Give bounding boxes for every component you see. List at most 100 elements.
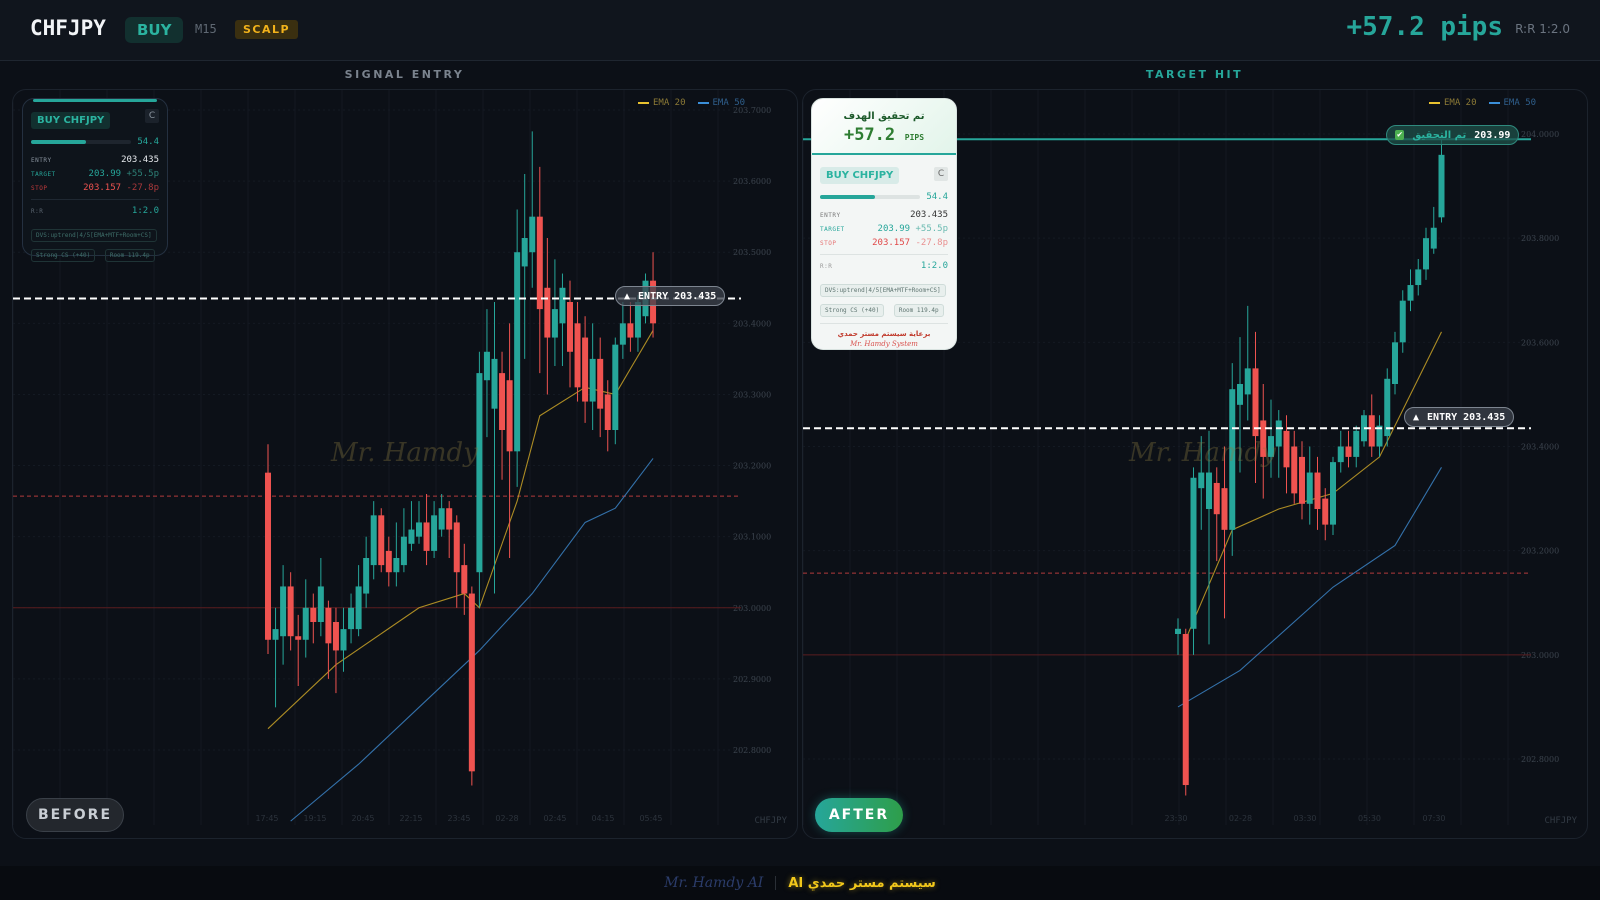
style-badge: SCALP bbox=[235, 20, 299, 39]
bearish-candle bbox=[1221, 488, 1228, 530]
time-tick: 23:45 bbox=[447, 814, 470, 823]
bullish-candle bbox=[1275, 420, 1282, 447]
bullish-candle bbox=[612, 344, 619, 430]
bullish-candle bbox=[363, 558, 370, 594]
bearish-candle bbox=[544, 287, 551, 338]
bullish-candle bbox=[1337, 446, 1344, 463]
tag-cs: Strong CS (+40) bbox=[31, 249, 96, 262]
bullish-candle bbox=[1306, 472, 1313, 504]
card-c-button[interactable]: C bbox=[934, 167, 948, 181]
target-hit-label: ✔ تم التحقيق 203.99 bbox=[1386, 125, 1520, 145]
time-tick: 05:45 bbox=[639, 814, 662, 823]
bullish-candle bbox=[559, 287, 566, 324]
bullish-candle bbox=[491, 358, 498, 409]
side-badge: BUY bbox=[125, 17, 184, 43]
bearish-candle bbox=[567, 302, 573, 352]
hit-title: تم تحقيق الهدف bbox=[843, 111, 925, 122]
bullish-candle bbox=[1415, 269, 1422, 286]
bearish-candle bbox=[287, 586, 294, 637]
bullish-candle bbox=[1229, 389, 1236, 530]
bullish-candle bbox=[317, 586, 324, 622]
bearish-candle bbox=[325, 607, 332, 644]
footer: Mr. Hamdy AI AI سيستم مستر حمدي bbox=[0, 866, 1600, 900]
symbol-watermark: CHFJPY bbox=[754, 816, 787, 826]
bullish-candle bbox=[1244, 368, 1251, 395]
bearish-candle bbox=[423, 522, 430, 551]
bearish-candle bbox=[446, 508, 453, 530]
entry-label-text: ENTRY 203.435 bbox=[1427, 411, 1506, 423]
score-bar bbox=[820, 195, 921, 199]
time-tick: 22:15 bbox=[399, 814, 422, 823]
triangle-up-icon: ▲ bbox=[1413, 411, 1420, 423]
legend-ema50: EMA 50 bbox=[697, 98, 746, 108]
legend-ema50-label: EMA 50 bbox=[712, 98, 746, 108]
tag-cs: Strong CS (+40) bbox=[820, 304, 885, 317]
target-hit-value: 203.99 bbox=[1474, 129, 1511, 141]
entry-label: ▲ ENTRY 203.435 bbox=[615, 286, 726, 306]
entry-key: ENTRY bbox=[31, 156, 52, 164]
price-tick: 203.1000 bbox=[733, 533, 771, 542]
bearish-candle bbox=[1291, 446, 1298, 494]
score-bar bbox=[31, 140, 132, 144]
chart-legend: EMA 20 EMA 50 bbox=[638, 98, 745, 108]
triangle-up-icon: ▲ bbox=[624, 290, 631, 302]
price-tick: 203.0000 bbox=[1521, 651, 1559, 660]
bullish-candle bbox=[483, 351, 490, 381]
price-tick: 203.6000 bbox=[1521, 338, 1559, 347]
time-tick: 02-28 bbox=[495, 814, 518, 823]
bullish-candle bbox=[348, 607, 355, 630]
bullish-candle bbox=[393, 558, 400, 573]
bullish-candle bbox=[1198, 472, 1205, 489]
stop-pips: -27.8p bbox=[915, 238, 948, 248]
before-chart[interactable]: 203.7000 203.6000 203.5000 203.4000 203.3000… bbox=[13, 90, 798, 839]
before-title: SIGNAL ENTRY bbox=[344, 68, 465, 81]
bullish-candle bbox=[589, 358, 596, 402]
bearish-candle bbox=[453, 522, 460, 573]
price-tick: 203.6000 bbox=[733, 177, 771, 186]
risk-reward: R:R 1:2.0 bbox=[1515, 22, 1570, 36]
before-chart-panel[interactable]: 203.7000 203.6000 203.5000 203.4000 203.3000… bbox=[12, 89, 798, 839]
target-hit-banner: تم تحقيق الهدف +57.2 PIPS bbox=[812, 99, 956, 155]
card-accent bbox=[33, 99, 157, 102]
price-tick: 202.8000 bbox=[1521, 755, 1559, 764]
bearish-candle bbox=[1182, 634, 1189, 786]
legend-ema20-label: EMA 20 bbox=[653, 98, 686, 108]
price-tick: 203.7000 bbox=[733, 106, 771, 115]
time-tick: 05:30 bbox=[1358, 814, 1381, 823]
legend-ema50: EMA 50 bbox=[1488, 98, 1536, 108]
price-tick: 202.9000 bbox=[733, 675, 771, 684]
card-c-button[interactable]: C bbox=[145, 109, 159, 123]
bearish-candle bbox=[332, 622, 339, 651]
after-chart-panel[interactable]: 204.0000 203.8000 203.6000 203.4000 203.2000… bbox=[802, 89, 1588, 839]
after-button[interactable]: AFTER bbox=[815, 798, 903, 832]
target-key: TARGET bbox=[31, 170, 56, 178]
before-button[interactable]: BEFORE bbox=[26, 798, 124, 832]
entry-value: 203.435 bbox=[910, 210, 948, 220]
timeframe-label: M15 bbox=[195, 22, 217, 36]
signal-card: BUY CHFJPY C 54.4 ENTRY 203.435 TARGET 203… bbox=[22, 98, 168, 262]
ema50-line bbox=[1177, 467, 1442, 708]
chart-legend: EMA 20 EMA 50 bbox=[1429, 98, 1536, 108]
entry-label: ▲ ENTRY 203.435 bbox=[1404, 407, 1515, 427]
price-tick: 203.8000 bbox=[1521, 234, 1559, 243]
tag-dvs: DVS:uptrend|4/5[EMA+MTF+Room+CS] bbox=[31, 229, 157, 242]
bullish-candle bbox=[1423, 238, 1429, 270]
bullish-candle bbox=[1438, 154, 1445, 218]
bearish-candle bbox=[499, 373, 506, 430]
bullish-candle bbox=[400, 536, 407, 566]
card-buy-badge: BUY CHFJPY bbox=[31, 112, 111, 129]
bullish-candle bbox=[1268, 436, 1274, 457]
bearish-candle bbox=[461, 565, 468, 594]
price-tick: 203.2000 bbox=[733, 462, 771, 471]
footer-divider bbox=[775, 876, 777, 890]
bullish-candle bbox=[355, 586, 362, 630]
bullish-candle bbox=[416, 522, 422, 537]
pips-result: +57.2 pips bbox=[1346, 12, 1503, 42]
bearish-candle bbox=[1283, 430, 1290, 468]
bearish-candle bbox=[582, 337, 589, 402]
bearish-candle bbox=[1322, 498, 1329, 525]
pair-symbol: CHFJPY bbox=[30, 16, 106, 40]
bullish-candle bbox=[1399, 300, 1406, 343]
bearish-candle bbox=[1213, 482, 1220, 515]
bullish-candle bbox=[1407, 285, 1414, 301]
